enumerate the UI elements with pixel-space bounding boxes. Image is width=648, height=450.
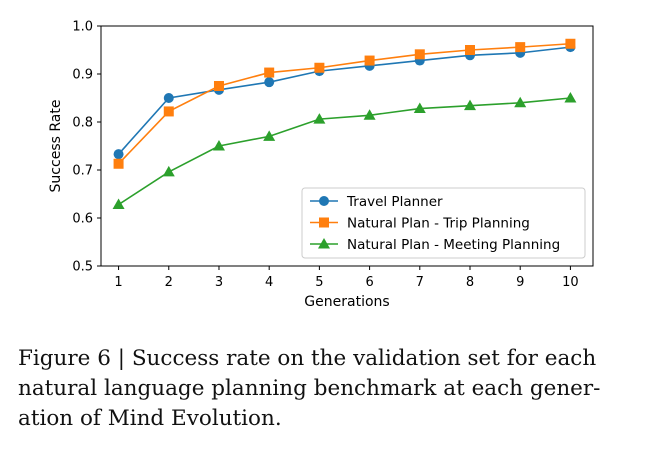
legend: Travel Planner Natural Plan - Trip Planni… [301, 187, 586, 259]
series-travel-planner [113, 42, 576, 160]
data-point [213, 81, 224, 91]
series-natural-plan-trip-planning [113, 38, 576, 169]
y-tick-label: 0.6 [72, 212, 93, 227]
x-tick-label: 4 [265, 275, 273, 290]
data-point [264, 67, 275, 78]
x-tick-label: 6 [365, 275, 373, 290]
data-point [113, 149, 124, 160]
legend-label: Travel Planner [346, 194, 443, 210]
x-tick-label: 8 [466, 275, 474, 290]
data-point [163, 106, 174, 117]
data-point [314, 62, 325, 73]
data-point [112, 198, 125, 210]
series-line [118, 97, 571, 206]
data-point [363, 109, 376, 120]
y-tick-label: 0.7 [72, 164, 93, 179]
data-point [264, 77, 275, 88]
caption-line-1: Figure 6 | Success rate on the validatio… [18, 346, 597, 371]
data-point [113, 158, 124, 169]
data-point [514, 96, 527, 108]
data-point [465, 45, 475, 55]
data-point [162, 165, 175, 177]
x-tick-label: 5 [315, 275, 323, 290]
y-tick-label: 0.8 [72, 116, 93, 131]
y-axis-label: Success Rate [48, 100, 64, 193]
series-line [117, 46, 571, 155]
x-tick-label: 9 [516, 275, 524, 290]
y-tick-label: 0.5 [72, 260, 93, 275]
legend-marker [319, 196, 329, 206]
caption-line-2: natural language planning benchmark at e… [18, 376, 601, 401]
x-tick-label: 1 [114, 275, 122, 290]
data-point [565, 38, 576, 49]
x-tick-label: 7 [416, 275, 424, 290]
x-axis-label: Generations [304, 294, 389, 310]
y-tick-label: 1.0 [72, 20, 93, 35]
legend-box [301, 187, 586, 259]
caption-line-3: ation of Mind Evolution. [18, 406, 282, 431]
legend-entry: Natural Plan - Trip Planning [310, 216, 530, 232]
legend-entry: Natural Plan - Meeting Planning [310, 237, 560, 253]
data-point [163, 93, 174, 103]
x-tick-label: 10 [562, 275, 579, 290]
plot-frame [100, 25, 594, 267]
y-tick-label: 0.9 [72, 68, 93, 83]
data-point [413, 102, 426, 114]
x-tick-label: 3 [215, 275, 223, 290]
series-line [117, 42, 571, 165]
legend-label: Natural Plan - Meeting Planning [347, 237, 560, 253]
legend-entry: Travel Planner [310, 194, 443, 210]
legend-marker [319, 217, 329, 228]
data-point [515, 42, 526, 53]
series-natural-plan-meeting-planning [112, 92, 577, 210]
data-point [414, 49, 425, 60]
x-tick-label: 2 [165, 275, 173, 290]
legend-label: Natural Plan - Trip Planning [347, 216, 530, 232]
data-point [564, 92, 577, 103]
data-point [364, 55, 375, 66]
success-rate-chart: 0.5 0.6 0.7 0.8 0.9 1.0 1 2 3 4 5 6 7 8 9 10 Generation… [48, 20, 594, 310]
legend-marker [318, 238, 330, 249]
figure-caption: Figure 6 | Success rate on the validatio… [18, 344, 638, 434]
data-point [464, 99, 476, 111]
data-point [313, 113, 326, 124]
data-point [263, 130, 276, 141]
data-point [212, 140, 225, 151]
